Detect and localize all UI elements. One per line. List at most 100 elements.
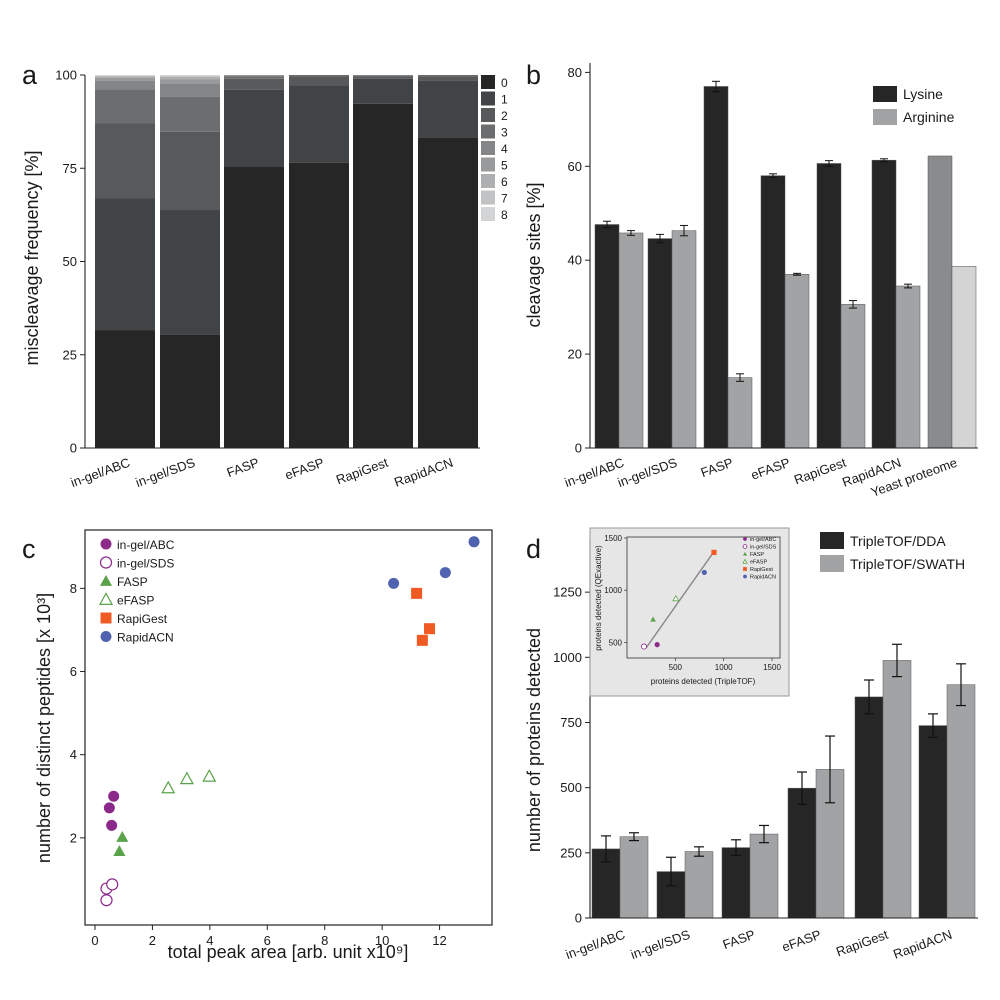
- data-point: [202, 769, 217, 782]
- y-tick-label: 100: [55, 68, 77, 83]
- x-tick-label: 0: [91, 933, 98, 948]
- stacked-bar-segment: [95, 198, 155, 331]
- x-axis-label: total peak area [arb. unit x10⁹]: [168, 942, 409, 962]
- bar: [594, 224, 620, 449]
- data-point: [161, 780, 176, 794]
- bar: [727, 377, 753, 449]
- bar: [618, 232, 644, 449]
- x-tick-label: 6: [264, 933, 271, 948]
- legend-label: 5: [501, 159, 508, 173]
- y-tick-label: 8: [70, 581, 77, 596]
- stacked-bar-segment: [224, 166, 284, 448]
- panel-letter-d: d: [526, 534, 541, 564]
- stacked-bar-segment: [224, 76, 284, 79]
- legend-marker: [100, 538, 112, 550]
- legend-marker: [100, 631, 112, 642]
- x-category-label: eFASP: [780, 927, 823, 955]
- x-category-label: FASP: [699, 455, 735, 480]
- x-category-label: FASP: [225, 455, 261, 480]
- inset-legend-marker: [742, 544, 748, 549]
- inset-x-tick-label: 1000: [715, 663, 733, 672]
- legend-swatch: [481, 108, 495, 122]
- inset-legend-label: RapiGest: [750, 567, 773, 573]
- stacked-bar-segment: [95, 89, 155, 124]
- y-axis-label: miscleavage frequency [%]: [22, 150, 42, 365]
- inset-legend-label: RapidACN: [750, 575, 776, 581]
- bar: [895, 285, 921, 449]
- inset-trendline: [645, 551, 715, 648]
- stacked-bar-segment: [160, 75, 220, 76]
- data-point: [424, 623, 436, 635]
- stacked-bar-segment: [95, 76, 155, 78]
- legend-swatch: [481, 141, 495, 155]
- bar: [854, 696, 884, 919]
- plot-frame: [84, 529, 493, 926]
- bar: [784, 274, 810, 449]
- data-point: [106, 878, 119, 891]
- bar: [787, 787, 817, 919]
- data-point: [113, 845, 126, 856]
- stacked-bar-segment: [95, 80, 155, 90]
- stacked-bar-segment: [224, 89, 284, 167]
- legend-swatch: [820, 532, 844, 549]
- data-point: [106, 819, 118, 831]
- stacked-bar-segment: [95, 75, 155, 77]
- bar: [816, 163, 842, 449]
- inset-legend-marker: [742, 558, 748, 564]
- inset-legend-marker: [743, 537, 747, 541]
- data-point: [179, 771, 194, 785]
- y-axis-label: cleavage sites [%]: [524, 182, 544, 327]
- x-tick-label: 8: [321, 933, 328, 948]
- y-tick-label: 0: [575, 911, 582, 926]
- stacked-bar-segment: [289, 85, 349, 163]
- inset-background: [589, 527, 790, 697]
- x-tick-label: 12: [432, 933, 446, 948]
- x-category-label: RapiGest: [792, 455, 848, 488]
- stacked-bar-segment: [418, 75, 478, 77]
- x-category-label: in-gel/ABC: [563, 455, 627, 490]
- stacked-bar-segment: [160, 210, 220, 335]
- inset-y-tick-label: 500: [609, 638, 623, 647]
- stacked-bar-segment: [418, 80, 478, 138]
- stacked-bar-segment: [95, 75, 155, 76]
- data-point: [439, 567, 451, 579]
- legend-label: 6: [501, 175, 508, 189]
- legend-label: eFASP: [117, 594, 154, 608]
- inset-y-tick-label: 1000: [604, 586, 622, 595]
- stacked-bar-segment: [418, 76, 478, 81]
- chart-b: 0 20 40 60 80 cleavage sites [%] in-gel/ABCin-…: [524, 63, 978, 500]
- y-tick-label: 50: [63, 254, 77, 269]
- data-point: [468, 536, 480, 548]
- x-tick-label: 2: [149, 933, 156, 948]
- stacked-bar-segment: [289, 162, 349, 448]
- legend-label: RapidACN: [117, 631, 174, 645]
- legend-label: 3: [501, 126, 508, 140]
- legend-swatch: [820, 555, 844, 572]
- stacked-bar-segment: [160, 131, 220, 211]
- stacked-bar-segment: [289, 75, 349, 77]
- bar: [760, 175, 786, 449]
- bar: [871, 159, 897, 449]
- stacked-bar-segment: [418, 137, 478, 448]
- inset-legend-label: in-gel/SDS: [750, 545, 777, 551]
- legend-label: in-gel/SDS: [117, 557, 174, 571]
- inset-legend-label: in-gel/ABC: [750, 537, 776, 543]
- stacked-bar-segment: [160, 96, 220, 132]
- data-point: [100, 894, 113, 907]
- panel-letter-c: c: [22, 534, 36, 564]
- inset-y-tick-label: 1500: [604, 534, 622, 543]
- y-tick-label: 2: [70, 830, 77, 845]
- legend-label: TripleTOF/DDA: [850, 533, 946, 549]
- panel-letter-a: a: [22, 60, 38, 90]
- inset-x-tick-label: 1500: [763, 663, 781, 672]
- legend-label: in-gel/ABC: [117, 538, 175, 552]
- x-category-label: RapiGest: [834, 927, 890, 960]
- inset-legend-label: eFASP: [750, 560, 767, 566]
- inset-frame: [626, 536, 781, 659]
- x-category-label: eFASP: [283, 455, 326, 483]
- inset-legend-marker: [742, 551, 748, 556]
- y-tick-label: 75: [63, 161, 77, 176]
